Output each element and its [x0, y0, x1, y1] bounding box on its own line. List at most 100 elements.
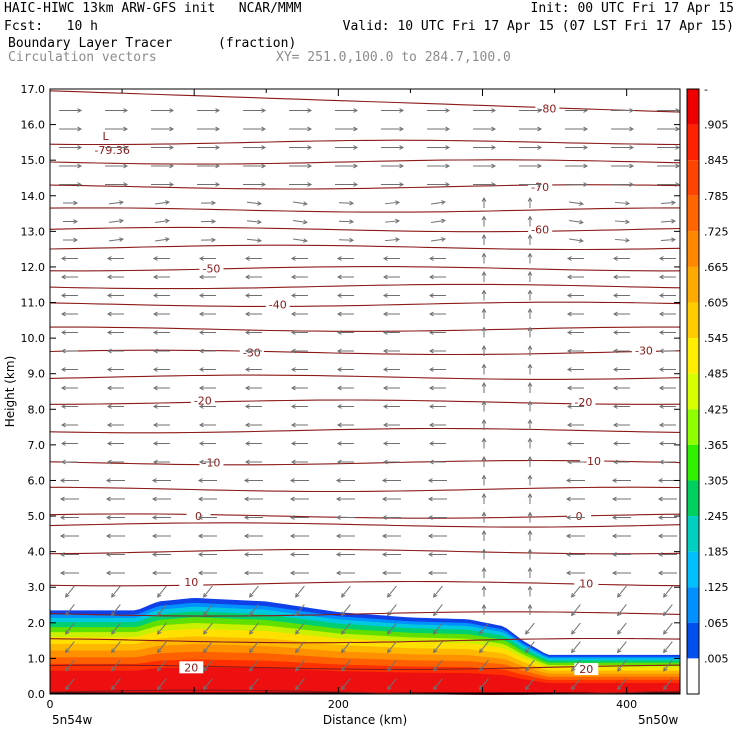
wind-vector-head	[578, 238, 584, 243]
wind-vector	[157, 678, 167, 690]
wind-vector-head	[527, 270, 533, 276]
wind-vector-head	[428, 367, 434, 372]
wind-vector-head	[152, 404, 158, 409]
wind-vector-head	[427, 496, 433, 502]
wind-vector-head	[629, 163, 635, 169]
wind-vector-head	[566, 367, 572, 372]
wind-vector-head	[491, 182, 497, 187]
wind-vector-head	[658, 422, 664, 428]
wind-vector	[479, 678, 489, 690]
wind-vector-head	[249, 629, 254, 635]
wind-vector-head	[295, 648, 300, 654]
wind-vector-head	[658, 367, 664, 372]
wind-vector	[569, 219, 583, 224]
wind-vector	[617, 659, 627, 672]
wind-vector-head	[295, 685, 300, 691]
wind-vector-head	[612, 422, 618, 428]
circulation-vectors	[59, 108, 681, 691]
wind-vector-head	[261, 145, 267, 150]
wind-vector-head	[428, 459, 434, 465]
wind-vector-head	[382, 367, 388, 372]
wind-vector	[525, 622, 535, 635]
colorbar-swatch	[687, 480, 699, 517]
wind-vector-head	[440, 237, 446, 242]
wind-vector	[293, 220, 307, 223]
wind-vector-head	[249, 685, 254, 691]
wind-vector	[571, 678, 581, 690]
field-name: Boundary Layer Tracer	[8, 36, 173, 51]
wind-vector	[479, 659, 489, 672]
contour-line	[49, 548, 681, 555]
section-endpoints: XY= 251.0,100.0 to 284.7,100.0	[276, 50, 511, 65]
wind-vector-head	[428, 348, 434, 354]
wind-vector	[341, 604, 351, 616]
y-tick-label: 5.0	[28, 510, 46, 523]
colorbar-frame	[686, 88, 700, 695]
wind-vector-head	[481, 529, 487, 535]
wind-vector-head	[106, 293, 112, 298]
wind-vector-head	[382, 256, 388, 261]
wind-vector-head	[215, 108, 221, 113]
contour-label: -30	[635, 345, 653, 358]
contour-line	[49, 427, 681, 434]
wind-vector-head	[571, 592, 576, 598]
y-axis-label: Height (km)	[3, 356, 17, 427]
wind-vector	[293, 201, 307, 205]
wind-vector-head	[59, 478, 65, 483]
contour-label: 20	[184, 661, 198, 674]
wind-vector-head	[353, 126, 359, 132]
wind-vector-head	[106, 330, 112, 335]
wind-vector-head	[481, 511, 487, 517]
wind-vector-head	[527, 566, 533, 572]
wind-vector-head	[349, 200, 355, 206]
wind-vector-head	[381, 496, 387, 502]
wind-vector-head	[657, 552, 663, 557]
contour-line	[49, 244, 681, 251]
wind-vector	[108, 238, 124, 242]
wind-vector	[431, 238, 445, 242]
wind-vector-head	[353, 163, 359, 169]
wind-vector-head	[307, 108, 313, 113]
wind-vector-head	[106, 459, 112, 465]
wind-vector-head	[658, 293, 664, 298]
wind-vector	[663, 659, 673, 672]
wind-vector-head	[527, 381, 533, 387]
wind-vector	[111, 622, 121, 635]
wind-vector-head	[157, 611, 162, 617]
wind-vector-head	[244, 330, 250, 335]
contour-label-bg	[580, 454, 605, 467]
wind-vector-head	[151, 533, 157, 539]
contour-label-bg	[528, 180, 553, 193]
wind-vector-head	[73, 237, 79, 243]
wind-vector-head	[479, 629, 484, 635]
colorbar-label: .785	[704, 190, 729, 203]
colorbar-label: .125	[704, 581, 729, 594]
wind-vector-head	[335, 515, 341, 520]
wind-vector-head	[203, 611, 208, 617]
wind-vector-head	[382, 385, 388, 391]
colorbar-swatch	[687, 551, 699, 588]
wind-vector-head	[290, 385, 296, 391]
wind-vector-head	[59, 515, 65, 520]
wind-vector-head	[336, 311, 342, 317]
wind-vector-head	[658, 404, 664, 409]
wind-vector-head	[73, 200, 79, 206]
y-tick-label: 7.0	[28, 439, 46, 452]
colorbar-label: .365	[704, 439, 729, 452]
wind-vector-head	[243, 515, 249, 520]
wind-vector-head	[382, 330, 388, 335]
contour-line	[49, 637, 681, 644]
wind-vector	[614, 238, 630, 242]
wind-vector-head	[119, 200, 124, 205]
wind-vector-head	[629, 145, 635, 150]
wind-vector-head	[290, 404, 296, 409]
wind-vector-head	[537, 163, 543, 169]
wind-vector-head	[111, 648, 116, 654]
wind-vector	[571, 604, 581, 616]
wind-vector-head	[583, 182, 589, 187]
wind-vector-head	[59, 496, 65, 502]
wind-vector-head	[566, 256, 572, 261]
wind-vector	[341, 641, 351, 653]
wind-vector-head	[611, 496, 617, 502]
wind-vector-head	[119, 218, 124, 224]
